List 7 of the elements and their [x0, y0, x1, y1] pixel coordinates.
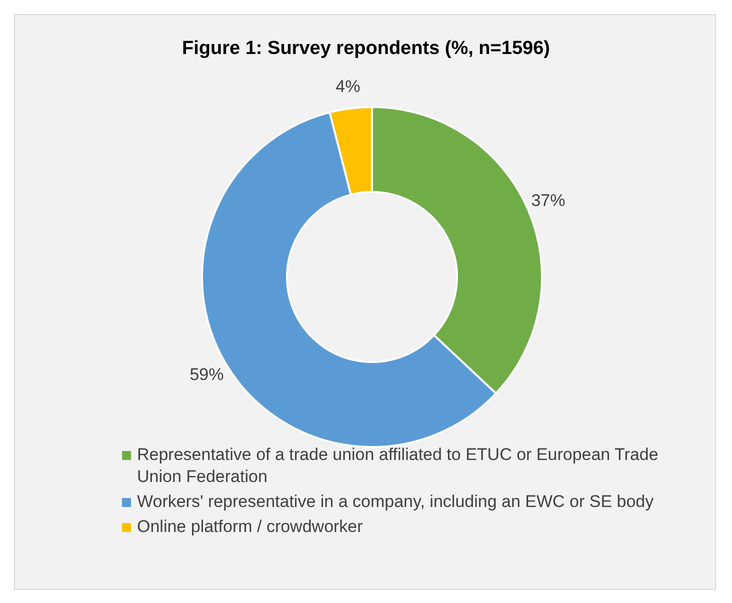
data-label: 4% [336, 77, 360, 96]
legend-label: Representative of a trade union affiliated to ETUC or European Trade Union Federation [137, 444, 660, 488]
legend-label: Workers' representative in a company, including an EWC or SE body [137, 491, 654, 513]
data-label: 37% [531, 191, 566, 210]
chart-title: Figure 1: Survey repondents (%, n=1596) [181, 38, 551, 60]
legend-label: Online platform / crowdworker [137, 516, 363, 538]
data-label: 59% [190, 365, 224, 384]
